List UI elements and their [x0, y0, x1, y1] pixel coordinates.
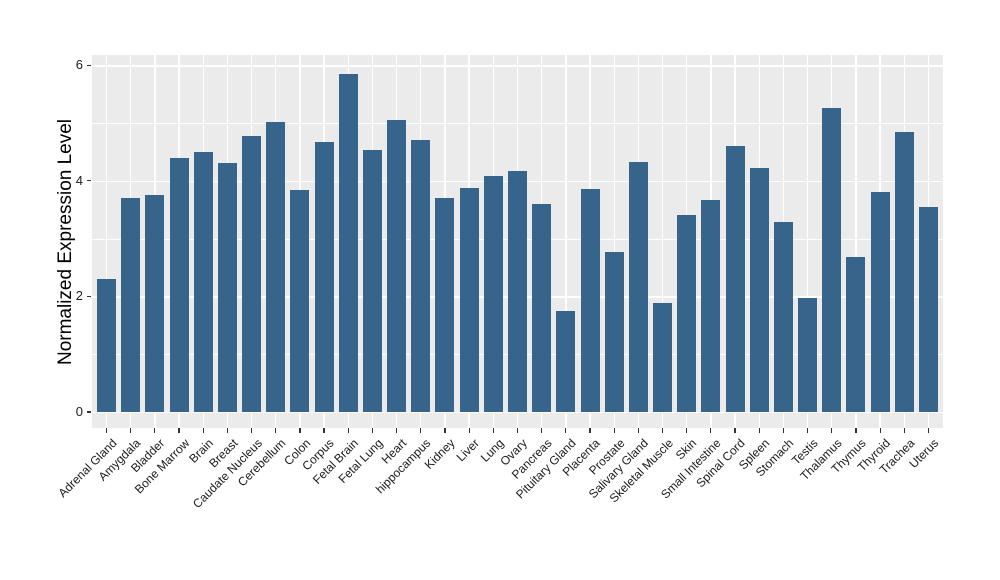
x-axis-tick [130, 428, 132, 433]
gridline-v [105, 55, 108, 428]
x-axis-tick [879, 428, 881, 433]
bar [97, 279, 116, 412]
x-axis-tick [250, 428, 253, 433]
bar [483, 176, 503, 412]
bar [749, 167, 769, 412]
bar [870, 191, 890, 412]
bar [411, 139, 431, 412]
x-axis-tick [782, 428, 785, 433]
bar [628, 162, 648, 412]
x-axis-tick [105, 428, 108, 433]
x-axis-tick [831, 428, 833, 433]
y-tick-label: 0 [75, 404, 83, 419]
x-axis-tick [492, 428, 494, 433]
x-axis-tick [541, 428, 543, 433]
gridline-v [855, 55, 857, 428]
x-axis-tick [927, 428, 930, 433]
x-axis-tick [855, 428, 857, 433]
bar [677, 215, 697, 412]
bar [798, 297, 818, 412]
x-tick-label: Liver [453, 436, 483, 465]
bar [773, 221, 793, 412]
y-tick-label: 4 [75, 172, 83, 188]
bar [145, 195, 165, 412]
bar [387, 119, 407, 412]
bar [822, 107, 842, 412]
bar [169, 158, 189, 412]
bar [121, 197, 141, 412]
x-axis-tick [275, 428, 277, 433]
bar [435, 198, 455, 412]
x-axis-tick [686, 428, 688, 433]
bar [217, 162, 237, 412]
bar [846, 257, 866, 412]
x-axis-tick [154, 428, 156, 433]
gridline-v [613, 55, 615, 428]
x-axis-tick [371, 428, 374, 433]
x-axis-tick [516, 428, 519, 433]
bar [338, 73, 358, 412]
x-axis-tick [468, 428, 470, 433]
bar [580, 188, 600, 412]
x-axis-tick [299, 428, 301, 433]
x-axis-tick [347, 428, 349, 433]
x-axis-tick [178, 428, 180, 433]
bar [266, 121, 286, 412]
x-axis-tick [734, 428, 736, 433]
x-axis-tick [202, 428, 204, 433]
bar [701, 199, 721, 412]
x-axis-tick [589, 428, 591, 433]
x-axis-tick [565, 428, 567, 433]
x-axis-tick [661, 428, 664, 433]
gridline-v [565, 55, 567, 428]
x-axis-tick [637, 428, 639, 433]
y-axis-tick [86, 411, 91, 413]
bar [532, 203, 552, 412]
y-axis-title: Normalized Expression Level [55, 118, 76, 366]
x-axis-tick [323, 428, 325, 433]
x-axis-tick [758, 428, 760, 433]
bar [508, 170, 527, 412]
bar [918, 206, 938, 412]
x-axis-tick [807, 428, 809, 433]
bar [556, 310, 576, 412]
bar [459, 187, 479, 412]
bar [290, 190, 310, 412]
y-tick-label: 6 [75, 57, 83, 73]
gridline-v [661, 55, 664, 428]
y-axis-tick [86, 295, 91, 297]
x-axis-tick [444, 428, 446, 433]
x-axis-tick [613, 428, 615, 433]
bar [362, 150, 382, 412]
x-axis-tick [396, 428, 398, 433]
x-axis-tick [903, 428, 905, 433]
bar [314, 142, 334, 412]
y-axis-tick [86, 64, 91, 66]
bar [604, 251, 624, 412]
bar [653, 303, 673, 412]
x-axis-tick [420, 428, 422, 433]
bar [725, 145, 745, 412]
x-axis-tick [226, 428, 228, 433]
bar [894, 131, 914, 412]
plot-panel [92, 55, 943, 428]
gridline-v [806, 55, 809, 428]
bar [242, 135, 262, 412]
bar [193, 152, 213, 412]
y-tick-label: 2 [75, 288, 83, 304]
x-axis-tick [710, 428, 712, 433]
y-axis-tick [86, 180, 91, 182]
